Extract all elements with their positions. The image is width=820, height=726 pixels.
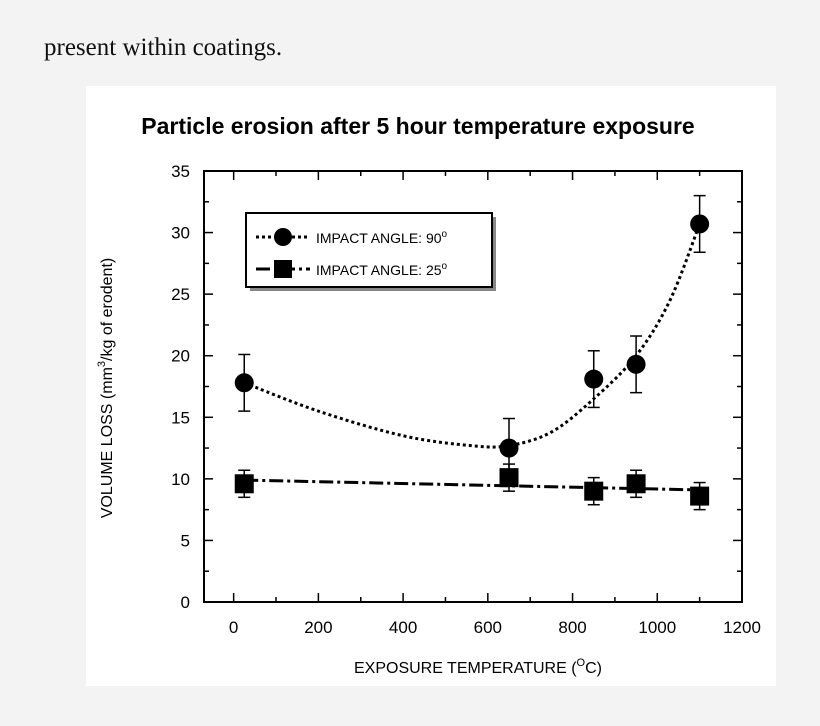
data-point-90 [234, 373, 254, 393]
chart-figure: Particle erosion after 5 hour temperatur… [86, 86, 776, 686]
legend-label-90-sup: o [442, 229, 448, 240]
y-axis-label: VOLUME LOSS (mm3/kg of erodent) [96, 258, 116, 518]
erosion-chart: Particle erosion after 5 hour temperatur… [96, 113, 761, 677]
y-tick-label: 10 [171, 470, 190, 489]
y-tick-label: 15 [171, 408, 190, 427]
data-point-90 [690, 214, 710, 234]
caption-text: present within coatings. [44, 34, 283, 61]
y-tick-label: 20 [171, 347, 190, 366]
data-point-25 [234, 474, 254, 494]
data-markers [234, 214, 710, 506]
y-axis-label-sup: 3 [96, 361, 108, 367]
data-point-25 [499, 468, 519, 488]
legend-marker-circle [274, 228, 292, 246]
x-axis-label-end: C) [585, 660, 602, 677]
x-tick-label: 800 [558, 618, 586, 637]
legend-box [245, 212, 493, 288]
data-point-25 [690, 486, 710, 506]
legend-label-25-sup: o [442, 261, 448, 272]
x-axis-label-sup: O [577, 657, 586, 669]
y-tick-label: 5 [181, 531, 190, 550]
data-point-90 [626, 354, 646, 374]
x-axis-label: EXPOSURE TEMPERATURE (OC) [354, 657, 602, 677]
y-tick-label: 25 [171, 285, 190, 304]
data-point-90 [499, 438, 519, 458]
y-tick-label: 30 [171, 224, 190, 243]
data-point-90 [584, 369, 604, 389]
x-axis-label-main: EXPOSURE TEMPERATURE ( [354, 660, 577, 677]
x-tick-label: 0 [229, 618, 238, 637]
fit-curves [243, 223, 702, 492]
legend-marker-square [274, 260, 292, 278]
legend-label-90: IMPACT ANGLE: 90o [316, 229, 448, 246]
y-axis-label-main: VOLUME LOSS (mm [99, 367, 116, 518]
x-tick-label: 1000 [638, 618, 676, 637]
axes: 0 200 400 600 800 1000 1200 0 5 10 15 20 25 30 35 [171, 162, 761, 637]
legend: IMPACT ANGLE: 90o IMPACT ANGLE: 25o [245, 212, 496, 291]
x-tick-label: 400 [389, 618, 417, 637]
data-point-25 [626, 474, 646, 494]
legend-label-25-text: IMPACT ANGLE: 25 [316, 262, 442, 278]
y-tick-label: 35 [171, 162, 190, 181]
x-tick-label: 600 [474, 618, 502, 637]
data-point-25 [584, 481, 604, 501]
fit-curve-90 [243, 223, 702, 449]
y-tick-label: 0 [181, 593, 190, 612]
chart-title: Particle erosion after 5 hour temperatur… [141, 113, 694, 139]
legend-label-25: IMPACT ANGLE: 25o [316, 261, 448, 278]
x-tick-label: 1200 [723, 618, 761, 637]
fit-curve-25 [244, 478, 700, 492]
y-axis-label-end: /kg of erodent) [99, 258, 116, 361]
x-tick-label: 200 [304, 618, 332, 637]
legend-label-90-text: IMPACT ANGLE: 90 [316, 230, 442, 246]
